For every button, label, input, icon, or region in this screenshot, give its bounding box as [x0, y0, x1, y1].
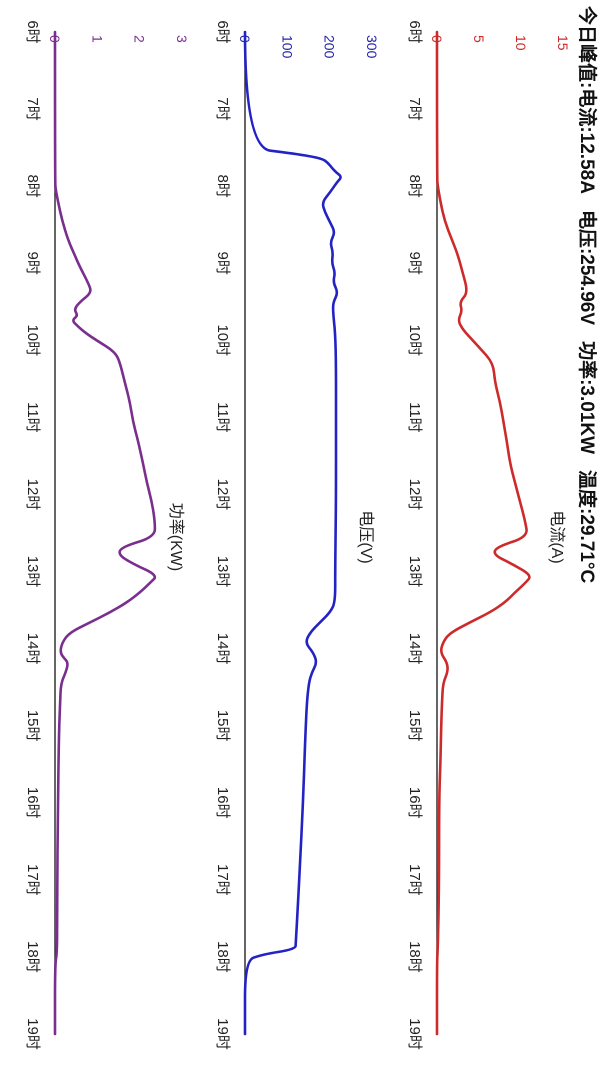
current-time-tick-label: 18时	[406, 941, 423, 973]
power-series-line	[53, 30, 157, 1036]
voltage-time-tick-label: 15时	[214, 710, 231, 742]
power-time-tick-label: 10时	[24, 324, 41, 356]
current-time-tick-label: 12时	[406, 479, 423, 511]
voltage-time-tick-label: 6时	[214, 20, 231, 43]
power-time-tick-label: 15时	[24, 710, 41, 742]
current-value-tick-label: 15	[555, 35, 571, 51]
power-time-tick-label: 18时	[24, 941, 41, 973]
power-value-tick-label: 3	[174, 35, 190, 43]
voltage-time-tick-label: 12时	[214, 479, 231, 511]
voltage-value-tick-label: 200	[322, 35, 338, 59]
current-time-tick-label: 19时	[406, 1018, 423, 1050]
current-time-tick-label: 7时	[406, 97, 423, 120]
current-time-tick-label: 11时	[406, 402, 423, 433]
voltage-time-tick-label: 10时	[214, 324, 231, 356]
current-time-tick-label: 10时	[406, 324, 423, 356]
power-value-tick-label: 1	[89, 35, 105, 43]
power-time-tick-label: 6时	[24, 20, 41, 43]
current-time-tick-label: 6时	[406, 20, 423, 43]
voltage-time-tick-label: 17时	[214, 864, 231, 896]
power-time-tick-label: 16时	[24, 787, 41, 819]
current-series-label: 电流(A)	[548, 510, 566, 563]
power-series-label: 功率(KW)	[167, 503, 185, 571]
current-time-tick-label: 13时	[406, 556, 423, 588]
power-time-tick-label: 17时	[24, 864, 41, 896]
voltage-time-tick-label: 14时	[214, 633, 231, 665]
voltage-series-label: 电压(V)	[357, 510, 375, 563]
current-time-tick-label: 8时	[406, 174, 423, 197]
current-time-tick-label: 14时	[406, 633, 423, 665]
power-time-tick-label: 9时	[24, 252, 41, 275]
voltage-time-tick-label: 7时	[214, 97, 231, 120]
power-time-tick-label: 19时	[24, 1018, 41, 1050]
voltage-time-tick-label: 16时	[214, 787, 231, 819]
current-time-tick-label: 9时	[406, 252, 423, 275]
voltage-time-tick-label: 18时	[214, 941, 231, 973]
power-time-tick-label: 11时	[24, 402, 41, 433]
current-value-tick-label: 10	[513, 35, 529, 51]
voltage-series-line	[243, 30, 342, 1036]
power-time-tick-label: 8时	[24, 174, 41, 197]
voltage-time-tick-label: 11时	[214, 402, 231, 433]
voltage-time-tick-label: 19时	[214, 1018, 231, 1050]
power-time-tick-label: 13时	[24, 556, 41, 588]
power-time-tick-label: 14时	[24, 633, 41, 665]
current-series-line	[435, 30, 531, 1036]
voltage-time-tick-label: 9时	[214, 252, 231, 275]
power-value-tick-label: 2	[132, 35, 148, 43]
voltage-time-tick-label: 13时	[214, 556, 231, 588]
voltage-value-tick-label: 100	[279, 35, 295, 59]
power-time-tick-label: 7时	[24, 97, 41, 120]
current-time-tick-label: 17时	[406, 864, 423, 896]
current-value-tick-label: 5	[471, 35, 487, 43]
current-time-tick-label: 15时	[406, 710, 423, 742]
voltage-time-tick-label: 8时	[214, 174, 231, 197]
power-time-tick-label: 12时	[24, 479, 41, 511]
voltage-value-tick-label: 300	[364, 35, 380, 59]
current-time-tick-label: 16时	[406, 787, 423, 819]
